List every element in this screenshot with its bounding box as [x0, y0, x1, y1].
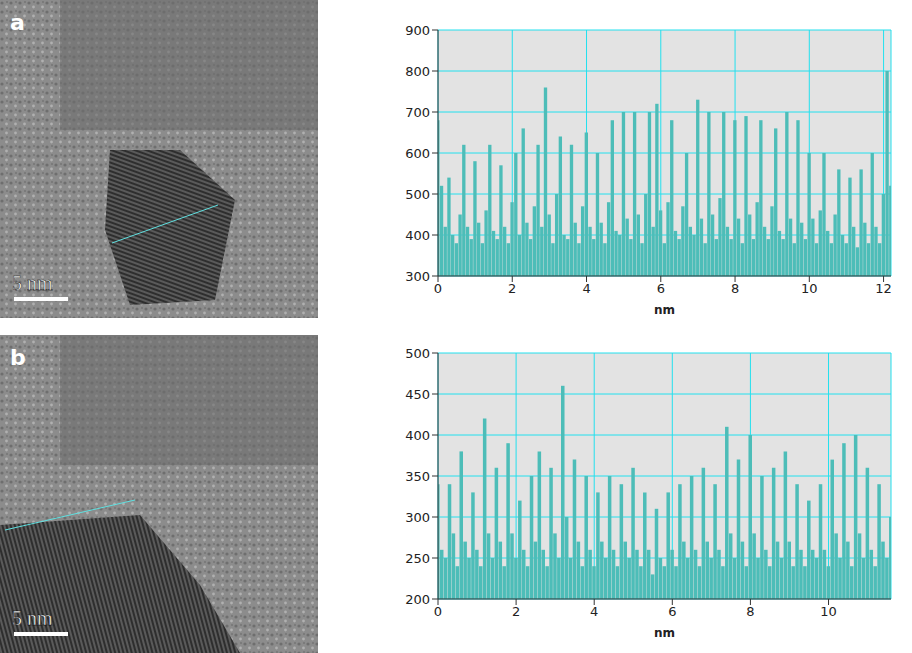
- svg-text:500: 500: [405, 187, 430, 202]
- svg-text:b: b: [10, 345, 26, 370]
- svg-text:4: 4: [582, 281, 590, 296]
- svg-text:6: 6: [668, 604, 676, 619]
- svg-text:0: 0: [434, 604, 442, 619]
- svg-text:10: 10: [820, 604, 837, 619]
- svg-text:a: a: [10, 10, 25, 35]
- svg-text:600: 600: [405, 146, 430, 161]
- svg-text:4: 4: [590, 604, 598, 619]
- svg-text:700: 700: [405, 105, 430, 120]
- svg-text:2: 2: [512, 604, 520, 619]
- svg-text:6: 6: [657, 281, 665, 296]
- svg-text:350: 350: [405, 469, 430, 484]
- svg-text:nm: nm: [654, 626, 675, 640]
- svg-text:400: 400: [405, 428, 430, 443]
- svg-text:0: 0: [434, 281, 442, 296]
- svg-text:800: 800: [405, 64, 430, 79]
- svg-text:300: 300: [405, 269, 430, 284]
- svg-text:8: 8: [746, 604, 754, 619]
- svg-text:12: 12: [875, 281, 892, 296]
- svg-text:450: 450: [405, 387, 430, 402]
- svg-text:250: 250: [405, 551, 430, 566]
- svg-text:8: 8: [731, 281, 739, 296]
- svg-text:500: 500: [405, 346, 430, 361]
- svg-text:5 nm: 5 nm: [12, 607, 53, 629]
- svg-text:900: 900: [405, 23, 430, 38]
- svg-text:nm: nm: [654, 303, 675, 317]
- svg-text:2: 2: [508, 281, 516, 296]
- svg-text:400: 400: [405, 228, 430, 243]
- svg-text:5 nm: 5 nm: [12, 272, 53, 294]
- svg-text:200: 200: [405, 592, 430, 607]
- svg-text:10: 10: [801, 281, 818, 296]
- svg-text:300: 300: [405, 510, 430, 525]
